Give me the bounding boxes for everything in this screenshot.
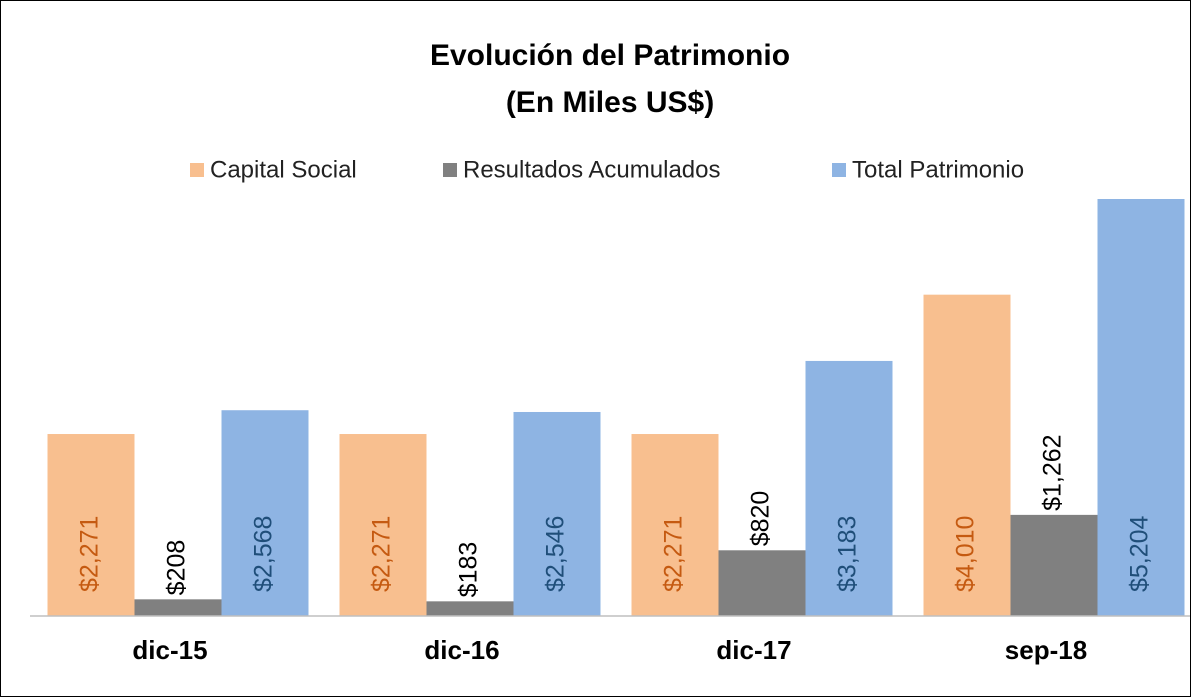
x-tick-label: dic-17: [716, 635, 791, 665]
x-tick-label: dic-16: [424, 635, 499, 665]
value-label: $2,271: [660, 516, 688, 592]
bar: [1097, 199, 1185, 616]
value-label: $5,204: [1126, 515, 1154, 592]
value-label: $820: [747, 491, 775, 547]
chart-subtitle: (En Miles US$): [506, 86, 714, 119]
legend-label: Resultados Acumulados: [463, 156, 720, 183]
bar: [221, 410, 309, 616]
value-label: $2,546: [542, 516, 570, 592]
bar: [426, 601, 514, 616]
x-tick-label: sep-18: [1005, 635, 1087, 665]
value-label: $3,183: [834, 516, 862, 592]
bar: [631, 434, 719, 616]
bar: [718, 550, 806, 616]
bar: [805, 360, 893, 616]
bar: [1010, 514, 1098, 616]
value-label: $183: [455, 542, 483, 598]
value-label: $1,262: [1039, 434, 1067, 510]
value-label: $208: [163, 540, 191, 596]
legend-label: Total Patrimonio: [852, 156, 1024, 183]
chart-title: Evolución del Patrimonio: [430, 39, 790, 72]
bar: [339, 434, 427, 616]
value-label: $2,271: [368, 516, 396, 592]
legend-swatch: [443, 163, 457, 177]
bar: [923, 294, 1011, 616]
legend-label: Capital Social: [210, 156, 357, 183]
legend-swatch: [190, 163, 204, 177]
x-tick-label: dic-15: [132, 635, 207, 665]
value-label: $4,010: [952, 516, 980, 592]
bar: [513, 411, 601, 616]
bar: [47, 434, 135, 616]
value-label: $2,271: [76, 516, 104, 592]
value-label: $2,568: [250, 516, 278, 592]
legend-swatch: [832, 163, 846, 177]
bar: [134, 599, 222, 616]
